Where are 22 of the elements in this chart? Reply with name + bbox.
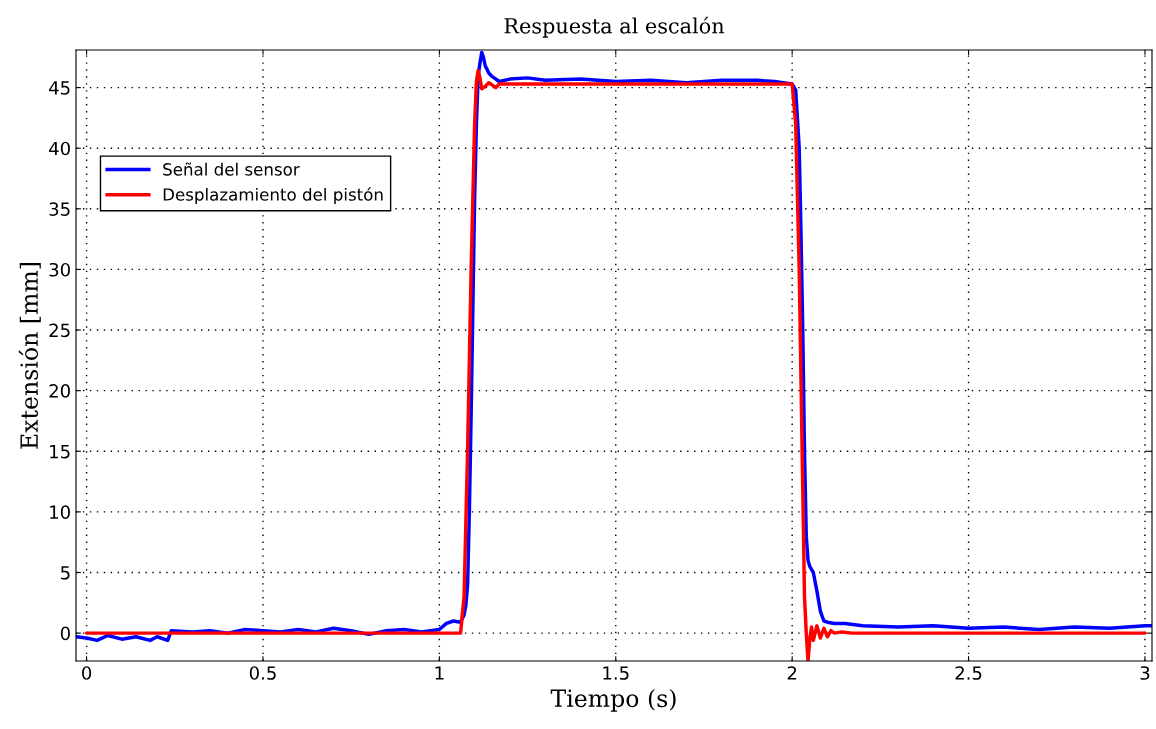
x-tick-label: 1.5 <box>603 666 629 680</box>
y-tick-label: 20 <box>49 384 70 398</box>
y-tick-label: 0 <box>60 626 70 641</box>
x-tick-label: 3 <box>1140 666 1150 680</box>
y-tick-label: 15 <box>50 444 70 459</box>
y-tick-label: 5 <box>61 566 70 580</box>
y-tick-label: 45 <box>49 81 70 95</box>
x-tick-label: 2 <box>787 666 797 680</box>
x-tick-label: 0.5 <box>249 666 276 680</box>
x-axis-title: Tiempo (s) <box>550 688 676 712</box>
y-axis-title: Extensión [mm] <box>18 263 41 449</box>
legend-label: Señal del sensor <box>163 162 300 176</box>
y-tick-label: 25 <box>49 323 70 338</box>
x-tick-label: 1 <box>435 666 444 680</box>
y-tick-label: 35 <box>49 202 70 216</box>
x-tick-label: 0 <box>82 666 92 680</box>
y-tick-label: 10 <box>50 505 70 519</box>
x-tick-label: 2.5 <box>955 666 982 680</box>
y-tick-label: 40 <box>49 141 70 156</box>
legend-label: Desplazamiento del pistón <box>163 187 383 205</box>
chart-title: Respuesta al escalón <box>504 16 725 38</box>
y-tick-label: 30 <box>49 262 70 277</box>
